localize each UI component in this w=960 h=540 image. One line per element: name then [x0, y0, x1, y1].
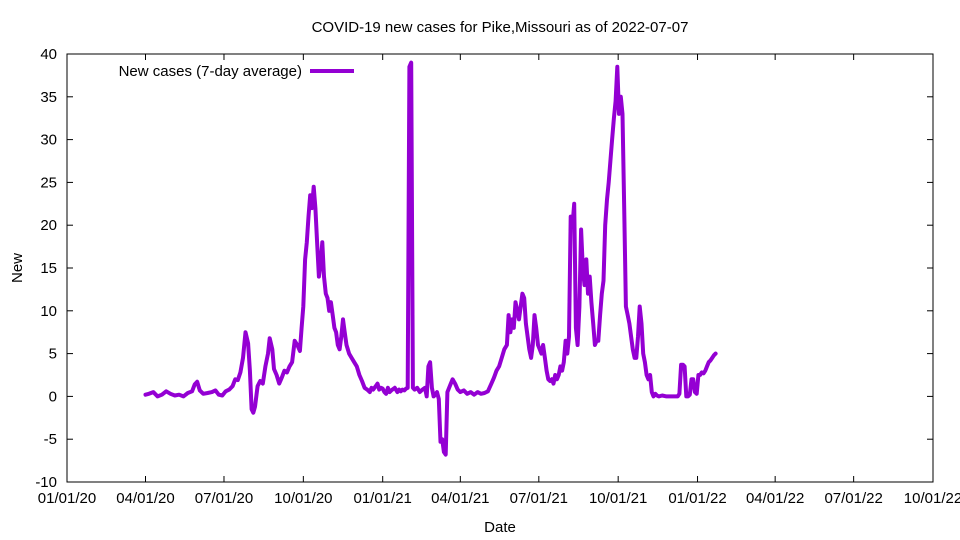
x-tick-label: 10/01/20 — [274, 490, 332, 507]
series-line-0 — [143, 60, 718, 457]
y-tick-label: 0 — [49, 388, 57, 405]
y-tick-label: 30 — [40, 132, 57, 149]
x-tick-label: 04/01/21 — [431, 490, 489, 507]
x-tick-label: 07/01/20 — [195, 490, 253, 507]
y-tick-label: -5 — [44, 431, 57, 448]
x-tick-label: 04/01/20 — [116, 490, 174, 507]
y-tick-label: 25 — [40, 174, 57, 191]
x-axis-label: Date — [484, 519, 516, 536]
y-tick-label: 5 — [49, 346, 57, 363]
legend-label: New cases (7-day average) — [119, 63, 302, 80]
x-tick-label: 01/01/22 — [668, 490, 726, 507]
chart-title: COVID-19 new cases for Pike,Missouri as … — [312, 19, 689, 36]
y-axis: -10 -5 0 5 10 15 20 25 30 35 40 — [35, 46, 933, 491]
y-tick-label: 15 — [40, 260, 57, 277]
x-tick-label: 04/01/22 — [746, 490, 804, 507]
series-layer — [143, 60, 718, 457]
legend: New cases (7-day average) — [119, 63, 354, 80]
y-axis-label: New — [9, 253, 26, 283]
x-axis: 01/01/20 04/01/20 07/01/20 10/01/20 01/01/21… — [38, 54, 960, 507]
x-tick-label: 01/01/20 — [38, 490, 96, 507]
y-tick-label: -10 — [35, 474, 57, 491]
y-tick-label: 40 — [40, 46, 57, 63]
y-tick-label: 10 — [40, 303, 57, 320]
plot-frame — [66, 53, 934, 483]
y-tick-label: 35 — [40, 89, 57, 106]
x-tick-label: 01/01/21 — [353, 490, 411, 507]
x-tick-label: 07/01/22 — [824, 490, 882, 507]
x-tick-label: 10/01/21 — [589, 490, 647, 507]
x-tick-label: 10/01/22 — [904, 490, 960, 507]
y-tick-label: 20 — [40, 217, 57, 234]
x-tick-label: 07/01/21 — [510, 490, 568, 507]
